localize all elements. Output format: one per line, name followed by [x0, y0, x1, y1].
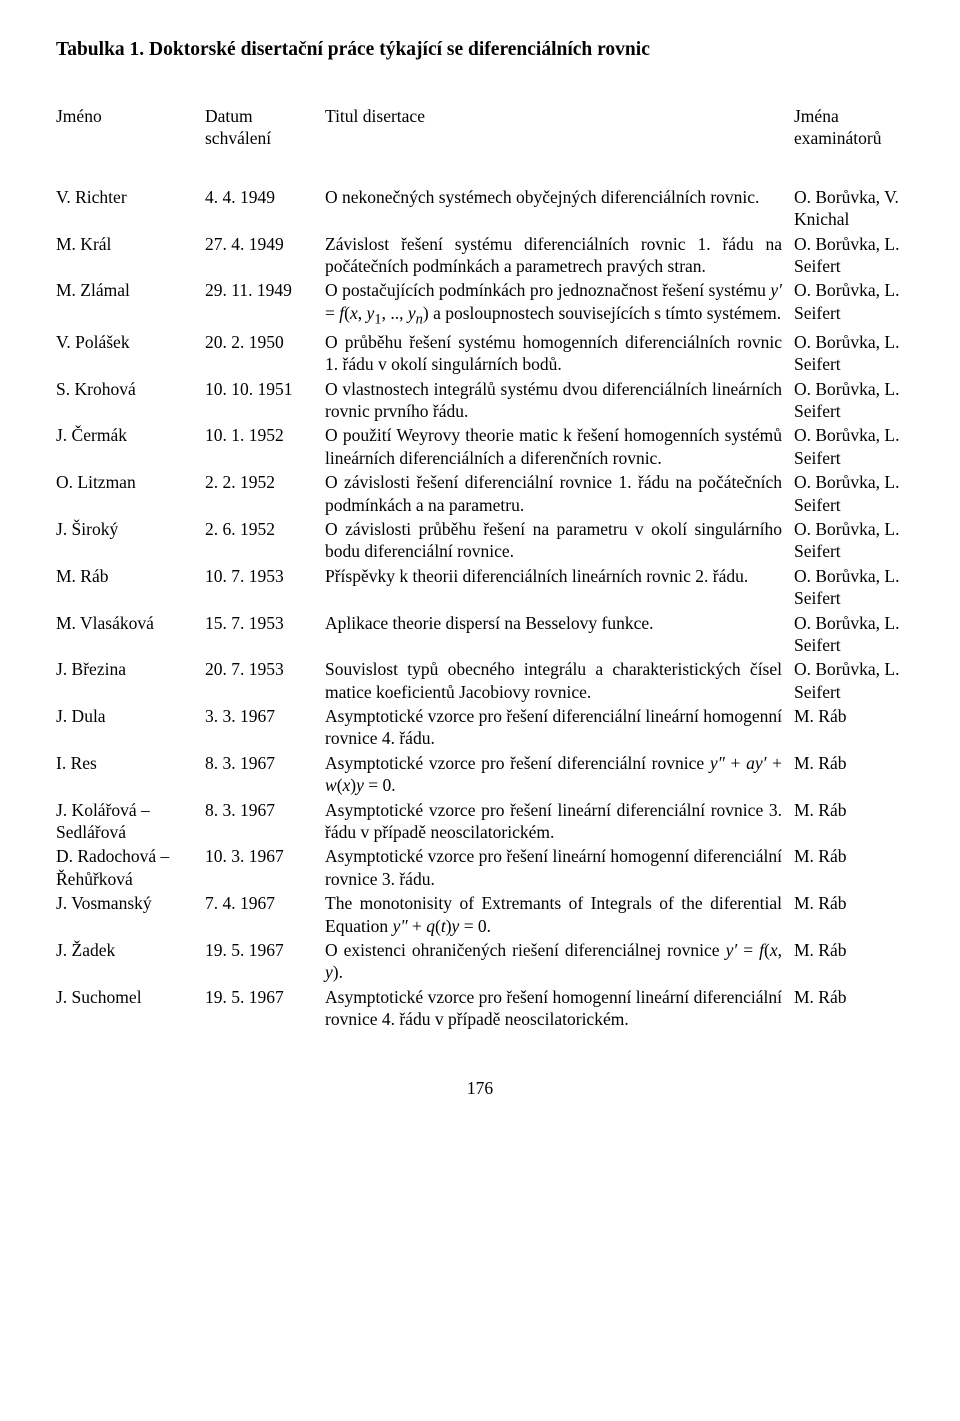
- table-row: V. Polášek20. 2. 1950O průběhu řešení sy…: [56, 331, 904, 376]
- cell-name: M. Král: [56, 233, 205, 255]
- cell-name: J. Vosmanský: [56, 892, 205, 914]
- table-row: J. Široký2. 6. 1952O závislosti průběhu …: [56, 518, 904, 563]
- cell-title: The monotonisity of Extremants of Integr…: [325, 892, 794, 937]
- cell-date: 15. 7. 1953: [205, 612, 325, 634]
- cell-name: J. Březina: [56, 658, 205, 680]
- cell-name: S. Krohová: [56, 378, 205, 400]
- cell-examiners: O. Borůvka, L. Seifert: [794, 471, 904, 516]
- table-row: J. Kolářová – Sedlářová8. 3. 1967Asympto…: [56, 799, 904, 844]
- table-row: J. Žadek19. 5. 1967O existenci ohraničen…: [56, 939, 904, 984]
- cell-name: M. Ráb: [56, 565, 205, 587]
- cell-title: O závislosti průběhu řešení na parametru…: [325, 518, 794, 563]
- table-row: O. Litzman2. 2. 1952O závislosti řešení …: [56, 471, 904, 516]
- cell-title: Asymptotické vzorce pro řešení diferenci…: [325, 705, 794, 750]
- cell-date: 19. 5. 1967: [205, 986, 325, 1008]
- cell-date: 20. 2. 1950: [205, 331, 325, 353]
- cell-date: 7. 4. 1967: [205, 892, 325, 914]
- table-row: M. Vlasáková15. 7. 1953Aplikace theorie …: [56, 612, 904, 657]
- cell-examiners: O. Borůvka, L. Seifert: [794, 279, 904, 324]
- cell-date: 19. 5. 1967: [205, 939, 325, 961]
- cell-title: Asymptotické vzorce pro řešení homogenní…: [325, 986, 794, 1031]
- cell-name: O. Litzman: [56, 471, 205, 493]
- table-row: J. Vosmanský7. 4. 1967The monotonisity o…: [56, 892, 904, 937]
- cell-examiners: M. Ráb: [794, 986, 904, 1008]
- cell-date: 2. 2. 1952: [205, 471, 325, 493]
- cell-examiners: M. Ráb: [794, 752, 904, 774]
- cell-name: J. Široký: [56, 518, 205, 540]
- cell-examiners: O. Borůvka, L. Seifert: [794, 658, 904, 703]
- cell-title: Souvislost typů obecného integrálu a cha…: [325, 658, 794, 703]
- cell-date: 2. 6. 1952: [205, 518, 325, 540]
- cell-title: Příspěvky k theorii diferenciálních line…: [325, 565, 794, 587]
- cell-examiners: M. Ráb: [794, 705, 904, 727]
- header-examiners: Jména examinátorů: [794, 105, 904, 150]
- cell-examiners: O. Borůvka, L. Seifert: [794, 424, 904, 469]
- table-row: J. Březina20. 7. 1953Souvislost typů obe…: [56, 658, 904, 703]
- cell-date: 4. 4. 1949: [205, 186, 325, 208]
- cell-date: 10. 10. 1951: [205, 378, 325, 400]
- cell-name: J. Dula: [56, 705, 205, 727]
- cell-title: Závislost řešení systému diferenciálních…: [325, 233, 794, 278]
- cell-name: M. Zlámal: [56, 279, 205, 301]
- table-row: J. Čermák10. 1. 1952O použití Weyrovy th…: [56, 424, 904, 469]
- cell-examiners: O. Borůvka, L. Seifert: [794, 378, 904, 423]
- cell-date: 10. 7. 1953: [205, 565, 325, 587]
- cell-name: I. Res: [56, 752, 205, 774]
- cell-examiners: O. Borůvka, L. Seifert: [794, 331, 904, 376]
- cell-name: M. Vlasáková: [56, 612, 205, 634]
- table-row: D. Radochová – Řehůřková10. 3. 1967Asymp…: [56, 845, 904, 890]
- cell-examiners: O. Borůvka, L. Seifert: [794, 565, 904, 610]
- cell-date: 3. 3. 1967: [205, 705, 325, 727]
- table-row: J. Dula3. 3. 1967Asymptotické vzorce pro…: [56, 705, 904, 750]
- cell-title: O průběhu řešení systému homogenních dif…: [325, 331, 794, 376]
- cell-examiners: O. Borůvka, V. Knichal: [794, 186, 904, 231]
- cell-date: 10. 3. 1967: [205, 845, 325, 867]
- cell-examiners: M. Ráb: [794, 799, 904, 821]
- cell-name: V. Richter: [56, 186, 205, 208]
- cell-examiners: O. Borůvka, L. Seifert: [794, 233, 904, 278]
- cell-title: O použití Weyrovy theorie matic k řešení…: [325, 424, 794, 469]
- cell-name: J. Žadek: [56, 939, 205, 961]
- cell-name: J. Suchomel: [56, 986, 205, 1008]
- table-row: I. Res8. 3. 1967Asymptotické vzorce pro …: [56, 752, 904, 797]
- cell-name: V. Polášek: [56, 331, 205, 353]
- cell-date: 8. 3. 1967: [205, 799, 325, 821]
- header-name: Jméno: [56, 105, 205, 127]
- header-title: Titul disertace: [325, 105, 794, 127]
- table-caption: Tabulka 1. Doktorské disertační práce tý…: [56, 38, 904, 63]
- cell-title: Asymptotické vzorce pro řešení lineární …: [325, 799, 794, 844]
- cell-date: 20. 7. 1953: [205, 658, 325, 680]
- table-row: M. Král27. 4. 1949Závislost řešení systé…: [56, 233, 904, 278]
- cell-date: 27. 4. 1949: [205, 233, 325, 255]
- table-row: M. Zlámal29. 11. 1949O postačujících pod…: [56, 279, 904, 329]
- cell-title: Aplikace theorie dispersí na Besselovy f…: [325, 612, 794, 634]
- cell-date: 29. 11. 1949: [205, 279, 325, 301]
- cell-examiners: O. Borůvka, L. Seifert: [794, 612, 904, 657]
- table-row: S. Krohová10. 10. 1951O vlastnostech int…: [56, 378, 904, 423]
- cell-title: O postačujících podmínkách pro jednoznač…: [325, 279, 794, 329]
- cell-examiners: M. Ráb: [794, 845, 904, 867]
- cell-title: O nekonečných systémech obyčejných difer…: [325, 186, 794, 208]
- cell-examiners: M. Ráb: [794, 892, 904, 914]
- cell-title: O existenci ohraničených riešení diferen…: [325, 939, 794, 984]
- cell-examiners: O. Borůvka, L. Seifert: [794, 518, 904, 563]
- cell-name: J. Čermák: [56, 424, 205, 446]
- header-date: Datum schválení: [205, 105, 325, 150]
- cell-date: 8. 3. 1967: [205, 752, 325, 774]
- cell-name: D. Radochová – Řehůřková: [56, 845, 205, 890]
- cell-title: Asymptotické vzorce pro řešení diferenci…: [325, 752, 794, 797]
- table-row: V. Richter4. 4. 1949O nekonečných systém…: [56, 186, 904, 231]
- cell-title: O závislosti řešení diferenciální rovnic…: [325, 471, 794, 516]
- cell-name: J. Kolářová – Sedlářová: [56, 799, 205, 844]
- page-number: 176: [56, 1077, 904, 1099]
- cell-title: Asymptotické vzorce pro řešení lineární …: [325, 845, 794, 890]
- cell-examiners: M. Ráb: [794, 939, 904, 961]
- table-row: J. Suchomel19. 5. 1967Asymptotické vzorc…: [56, 986, 904, 1031]
- cell-title: O vlastnostech integrálů systému dvou di…: [325, 378, 794, 423]
- cell-date: 10. 1. 1952: [205, 424, 325, 446]
- table-row: M. Ráb10. 7. 1953Příspěvky k theorii dif…: [56, 565, 904, 610]
- table-header-row: Jméno Datum schválení Titul disertace Jm…: [56, 105, 904, 150]
- table-body: V. Richter4. 4. 1949O nekonečných systém…: [56, 186, 904, 1031]
